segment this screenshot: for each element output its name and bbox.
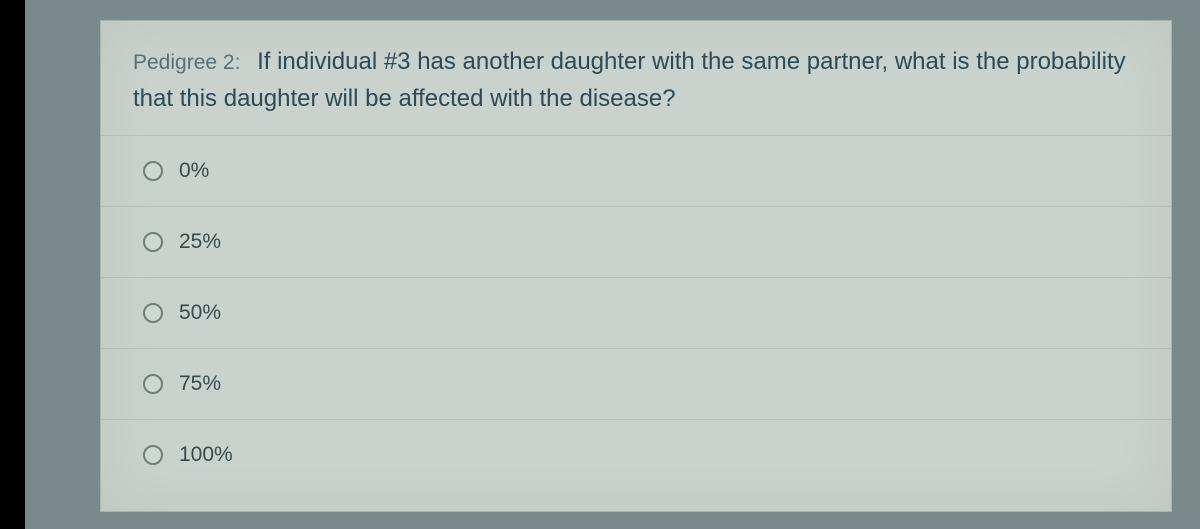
quiz-card: Pedigree 2: If individual #3 has another… bbox=[100, 20, 1172, 512]
option-label: 0% bbox=[179, 159, 209, 183]
radio-icon[interactable] bbox=[143, 374, 163, 394]
radio-icon[interactable] bbox=[143, 303, 163, 323]
question-text: If individual #3 has another daughter wi… bbox=[133, 48, 1126, 112]
option-label: 100% bbox=[179, 443, 233, 467]
screen-edge bbox=[0, 0, 25, 529]
radio-icon[interactable] bbox=[143, 161, 163, 181]
radio-icon[interactable] bbox=[143, 232, 163, 252]
option-row[interactable]: 25% bbox=[101, 207, 1171, 278]
option-row[interactable]: 0% bbox=[101, 136, 1171, 207]
question-block: Pedigree 2: If individual #3 has another… bbox=[101, 21, 1171, 135]
options-list: 0% 25% 50% 75% 100% bbox=[101, 135, 1171, 490]
option-row[interactable]: 75% bbox=[101, 349, 1171, 420]
option-row[interactable]: 50% bbox=[101, 278, 1171, 349]
option-label: 75% bbox=[179, 372, 221, 396]
question-label: Pedigree 2: bbox=[133, 51, 240, 74]
option-label: 25% bbox=[179, 230, 221, 254]
option-label: 50% bbox=[179, 301, 221, 325]
option-row[interactable]: 100% bbox=[101, 420, 1171, 490]
radio-icon[interactable] bbox=[143, 445, 163, 465]
